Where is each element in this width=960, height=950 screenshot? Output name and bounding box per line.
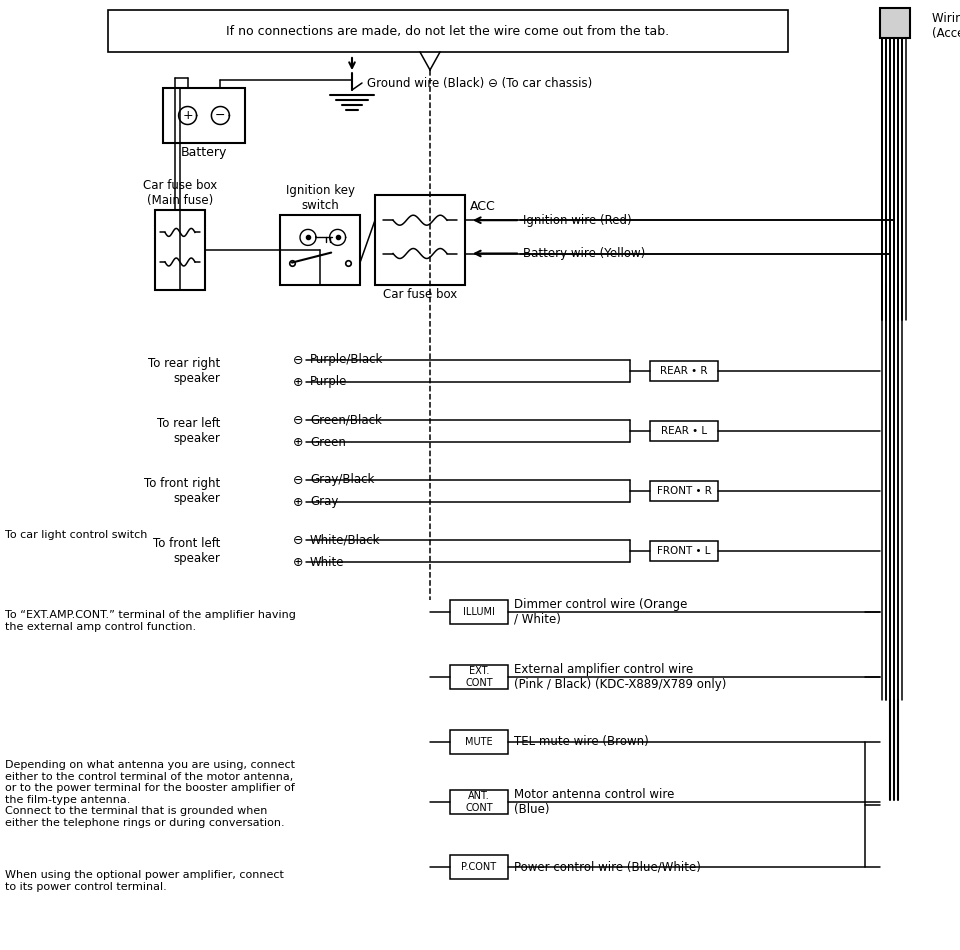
Text: ⊕: ⊕ [293,375,303,389]
Text: Purple/Black: Purple/Black [310,353,383,367]
Bar [650,481,718,501]
Text: EXT.
CONT: EXT. CONT [466,666,492,688]
Bar [450,665,508,689]
Text: FRONT • L: FRONT • L [658,546,710,556]
Text: ⊖: ⊖ [293,413,303,427]
Text: External amplifier control wire
(Pink / Black) (KDC-X889/X789 only): External amplifier control wire (Pink / … [514,663,727,691]
Text: ⊕: ⊕ [293,556,303,568]
Text: Battery: Battery [180,146,228,159]
Text: Gray/Black: Gray/Black [310,473,374,486]
Text: Ignition wire (Red): Ignition wire (Red) [523,214,632,227]
Bar [375,195,465,285]
Text: White/Black: White/Black [310,534,380,546]
Bar [450,730,508,754]
Bar [450,855,508,879]
Bar [450,600,508,624]
Text: Ignition key
switch: Ignition key switch [285,184,354,212]
Text: ILLUMI: ILLUMI [463,607,495,617]
Bar [155,210,205,290]
Text: −: − [215,109,226,122]
Text: Depending on what antenna you are using, connect
either to the control terminal : Depending on what antenna you are using,… [5,760,295,828]
Text: White: White [310,556,345,568]
Text: To car light control switch: To car light control switch [5,530,148,540]
Text: ⊕: ⊕ [293,496,303,508]
Text: MUTE: MUTE [466,737,492,747]
Text: P.CONT: P.CONT [462,862,496,872]
Bar [163,88,245,143]
Text: Gray: Gray [310,496,338,508]
Text: Purple: Purple [310,375,348,389]
Text: TEL mute wire (Brown): TEL mute wire (Brown) [514,735,649,749]
Bar [650,361,718,381]
Text: ⊖: ⊖ [293,353,303,367]
Text: Dimmer control wire (Orange
/ White): Dimmer control wire (Orange / White) [514,598,687,626]
Text: ⊖: ⊖ [293,534,303,546]
Text: Motor antenna control wire
(Blue): Motor antenna control wire (Blue) [514,788,674,816]
Text: ANT.
CONT: ANT. CONT [466,791,492,813]
Text: To front left
speaker: To front left speaker [153,537,220,565]
Text: ⊖: ⊖ [293,473,303,486]
Bar [650,541,718,561]
Bar [450,790,508,814]
Text: REAR • R: REAR • R [660,366,708,376]
Text: To rear right
speaker: To rear right speaker [148,357,220,385]
Text: Car fuse box: Car fuse box [383,288,457,301]
Text: To rear left
speaker: To rear left speaker [156,417,220,445]
Text: REAR • L: REAR • L [660,426,708,436]
Text: +: + [182,109,193,122]
Bar [650,421,718,441]
Text: Battery wire (Yellow): Battery wire (Yellow) [523,247,645,260]
Bar [108,10,788,52]
Text: FRONT • R: FRONT • R [657,486,711,496]
Text: To front right
speaker: To front right speaker [144,477,220,505]
Text: Ground wire (Black) ⊖ (To car chassis): Ground wire (Black) ⊖ (To car chassis) [367,77,592,89]
Text: When using the optional power amplifier, connect
to its power control terminal.: When using the optional power amplifier,… [5,870,284,892]
Text: If no connections are made, do not let the wire come out from the tab.: If no connections are made, do not let t… [227,25,669,37]
Text: Green: Green [310,435,346,448]
Text: Car fuse box
(Main fuse): Car fuse box (Main fuse) [143,179,217,207]
Text: Green/Black: Green/Black [310,413,382,427]
Bar [880,8,910,38]
Text: Wiring harness
(Accessory①): Wiring harness (Accessory①) [932,12,960,40]
Text: To “EXT.AMP.CONT.” terminal of the amplifier having
the external amp control fun: To “EXT.AMP.CONT.” terminal of the ampli… [5,610,296,632]
Text: Power control wire (Blue/White): Power control wire (Blue/White) [514,861,701,873]
Text: ⊕: ⊕ [293,435,303,448]
Bar [280,215,360,285]
Text: ACC: ACC [470,200,495,213]
